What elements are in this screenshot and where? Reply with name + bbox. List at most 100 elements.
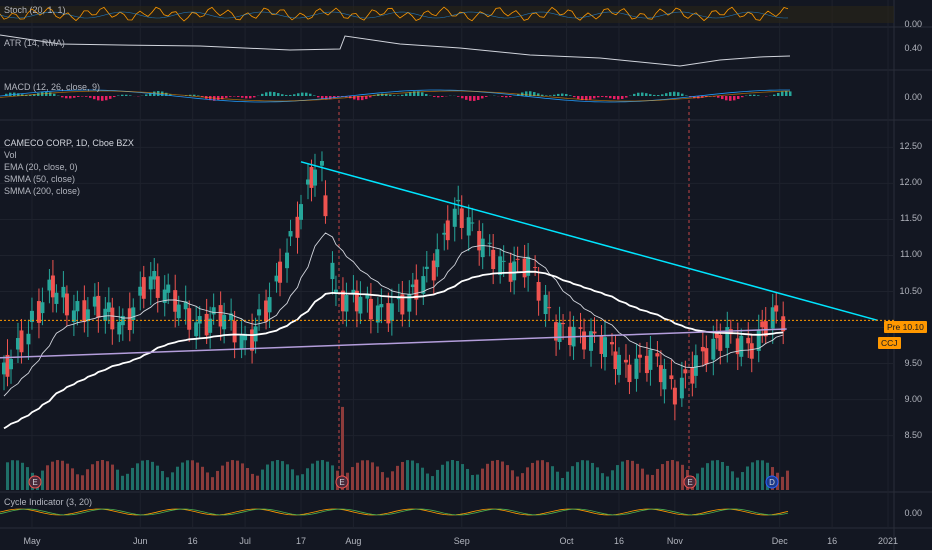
- volume-bar: [181, 462, 184, 490]
- candle-body: [368, 298, 373, 320]
- candle-body: [655, 353, 660, 357]
- macd-histogram-bar: [681, 93, 684, 96]
- pre-value: 10.10: [902, 322, 924, 332]
- candle-body: [623, 359, 628, 363]
- candle-body: [386, 303, 391, 324]
- macd-histogram-bar: [785, 91, 788, 96]
- volume-bar: [251, 473, 254, 490]
- candle-body: [47, 279, 52, 291]
- macd-histogram-bar: [189, 94, 192, 96]
- candle-body: [267, 297, 272, 313]
- macd-histogram-bar: [529, 91, 532, 96]
- macd-histogram-bar: [693, 96, 696, 99]
- volume-bar: [276, 460, 279, 490]
- volume-bar: [296, 475, 299, 490]
- volume-bar: [111, 464, 114, 490]
- candle-body: [204, 313, 209, 336]
- candle-body: [414, 279, 419, 300]
- volume-bar: [121, 475, 124, 490]
- macd-histogram-bar: [649, 94, 652, 96]
- time-axis-label: 2021: [878, 536, 899, 546]
- candle-body: [285, 252, 290, 269]
- volume-bar: [581, 460, 584, 490]
- candle-body: [613, 351, 618, 370]
- macd-histogram-bar: [309, 93, 312, 96]
- volume-bar: [676, 461, 679, 490]
- volume-bar: [526, 467, 529, 490]
- candle-body: [232, 321, 237, 343]
- event-marker-icon: [335, 475, 349, 489]
- macd-histogram-bar: [333, 96, 336, 99]
- pane-bg-4: [0, 493, 894, 528]
- candle-body: [442, 232, 447, 235]
- macd-histogram-bar: [509, 96, 512, 98]
- volume-bar: [71, 468, 74, 490]
- macd-histogram-bar: [573, 96, 576, 98]
- volume-bar: [271, 461, 274, 490]
- volume-bar: [281, 461, 284, 490]
- macd-histogram-bar: [773, 94, 776, 96]
- macd-histogram-bar: [669, 92, 672, 96]
- ema-line: [3, 232, 784, 397]
- volume-bar: [726, 465, 729, 490]
- volume-bar: [261, 469, 264, 490]
- candle-body: [138, 286, 143, 296]
- macd-histogram-bar: [397, 95, 400, 96]
- candle-body: [718, 334, 723, 351]
- stoch-d-line: [0, 11, 789, 19]
- macd-histogram-bar: [101, 96, 104, 101]
- macd-histogram-bar: [69, 96, 72, 99]
- macd-histogram-bar: [89, 96, 92, 98]
- time-axis-label: 16: [187, 536, 198, 546]
- candle-body: [470, 222, 475, 224]
- candle-body: [15, 338, 20, 350]
- candle-body: [19, 330, 24, 353]
- candle-body: [239, 334, 244, 350]
- macd-histogram-bar: [49, 92, 52, 96]
- volume-bar: [721, 461, 724, 490]
- candle-body: [253, 326, 258, 342]
- candle-body: [637, 354, 642, 358]
- macd-histogram-bar: [781, 91, 784, 96]
- smma50-line: [3, 270, 784, 430]
- macd-histogram-bar: [73, 96, 76, 98]
- volume-bar: [741, 472, 744, 490]
- macd-histogram-bar: [5, 93, 8, 96]
- macd-histogram-bar: [545, 95, 548, 96]
- candle-body: [452, 208, 457, 227]
- volume-bar: [531, 462, 534, 490]
- candle-body: [683, 369, 688, 374]
- volume-bar: [451, 460, 454, 490]
- candle-body: [288, 231, 293, 237]
- volume-bar: [711, 460, 714, 490]
- volume-bar: [501, 461, 504, 490]
- candle-body: [557, 322, 562, 342]
- macd-histogram-bar: [165, 92, 168, 96]
- macd-histogram-bar: [617, 96, 620, 100]
- macd-histogram-bar: [537, 93, 540, 96]
- candle-body: [229, 313, 234, 321]
- volume-bar: [781, 476, 784, 490]
- macd-histogram-bar: [609, 96, 612, 99]
- candle-body: [424, 266, 429, 269]
- candle-body: [431, 260, 436, 281]
- macd-histogram-bar: [717, 96, 720, 98]
- candle-body: [400, 294, 405, 315]
- candle-body: [127, 308, 132, 331]
- volume-bar: [786, 470, 789, 490]
- macd-histogram-bar: [777, 92, 780, 96]
- macd-histogram-bar: [733, 96, 736, 101]
- volume-bar: [216, 470, 219, 490]
- volume-bar: [256, 475, 259, 490]
- candle-body: [295, 216, 300, 238]
- event-marker-icon: [765, 475, 779, 489]
- volume-bar: [546, 462, 549, 490]
- macd-histogram-bar: [313, 95, 316, 96]
- volume-bar: [561, 477, 564, 490]
- macd-histogram-bar: [625, 96, 628, 98]
- volume-bar: [136, 463, 139, 490]
- volume-bar: [441, 464, 444, 490]
- candle-body: [616, 354, 621, 375]
- volume-bar: [341, 406, 344, 490]
